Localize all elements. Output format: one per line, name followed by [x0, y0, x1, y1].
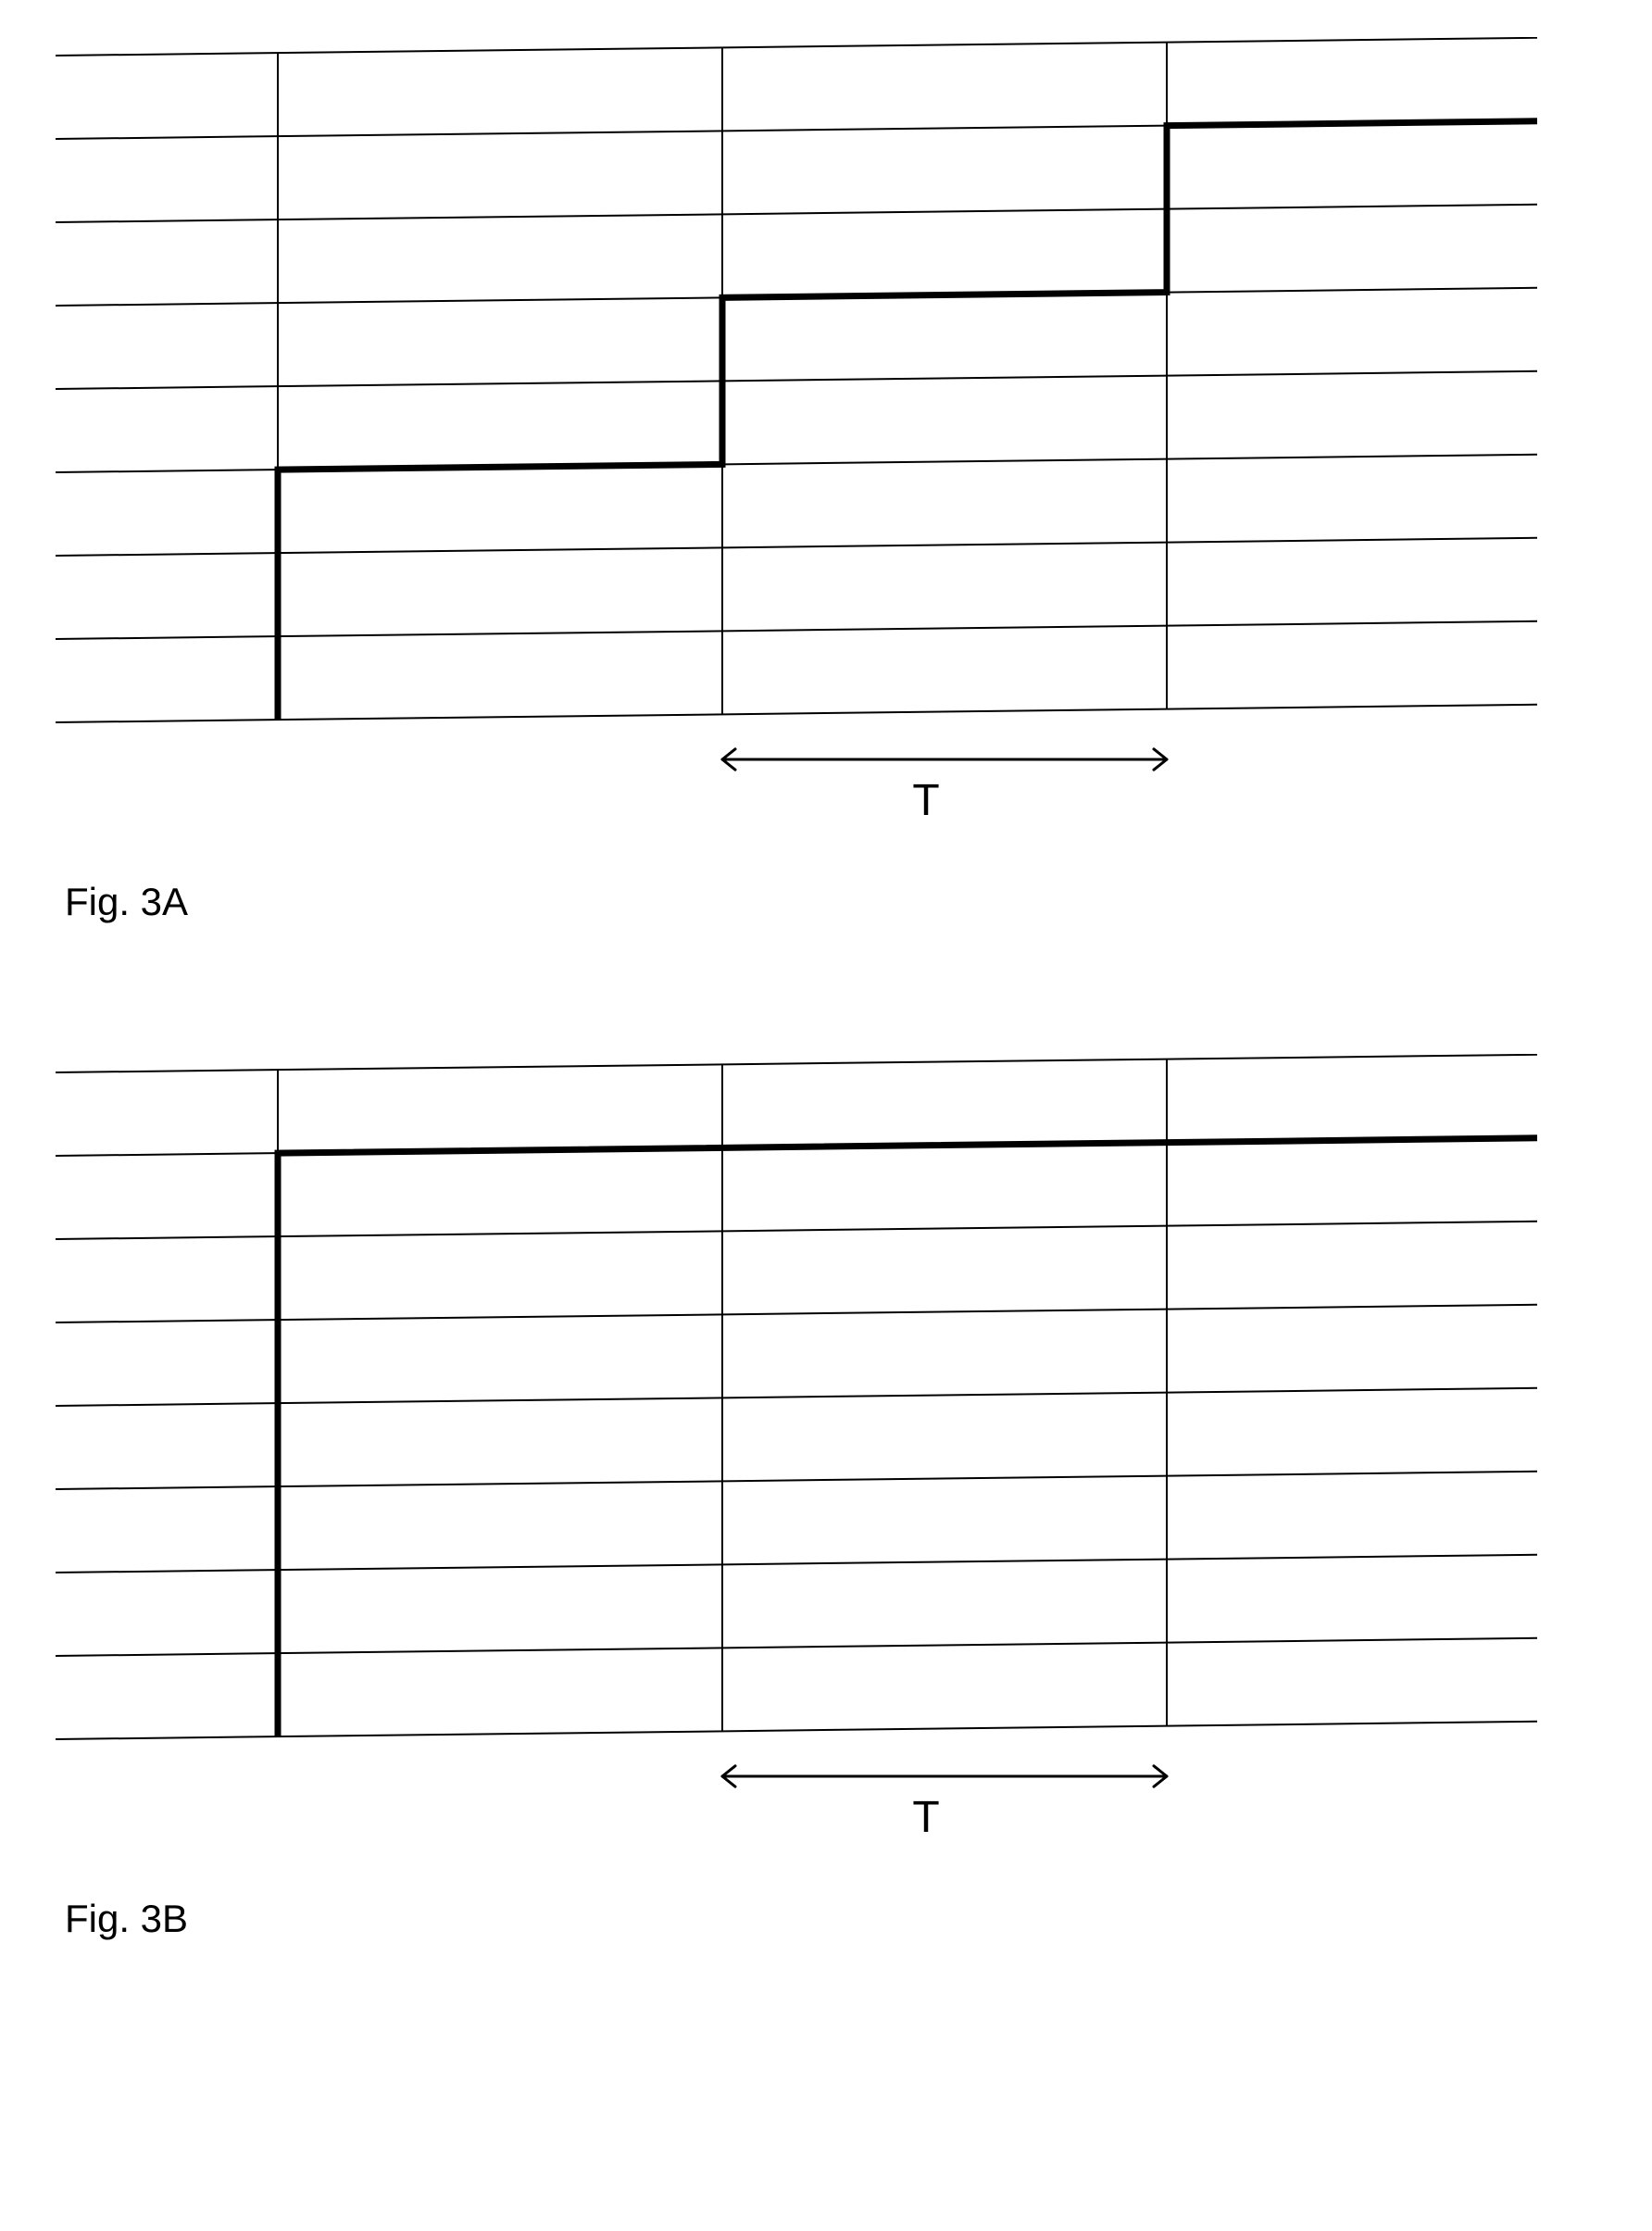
figure-3b-svg: T — [37, 1054, 1565, 1869]
figure-3b-caption: Fig. 3B — [65, 1897, 1615, 1941]
period-label: T — [912, 1793, 939, 1842]
figure-3a: T Fig. 3A — [37, 37, 1615, 924]
figure-3b: T Fig. 3B — [37, 1054, 1615, 1941]
period-label: T — [912, 776, 939, 825]
figure-3a-svg: T — [37, 37, 1565, 852]
figure-3a-caption: Fig. 3A — [65, 880, 1615, 924]
